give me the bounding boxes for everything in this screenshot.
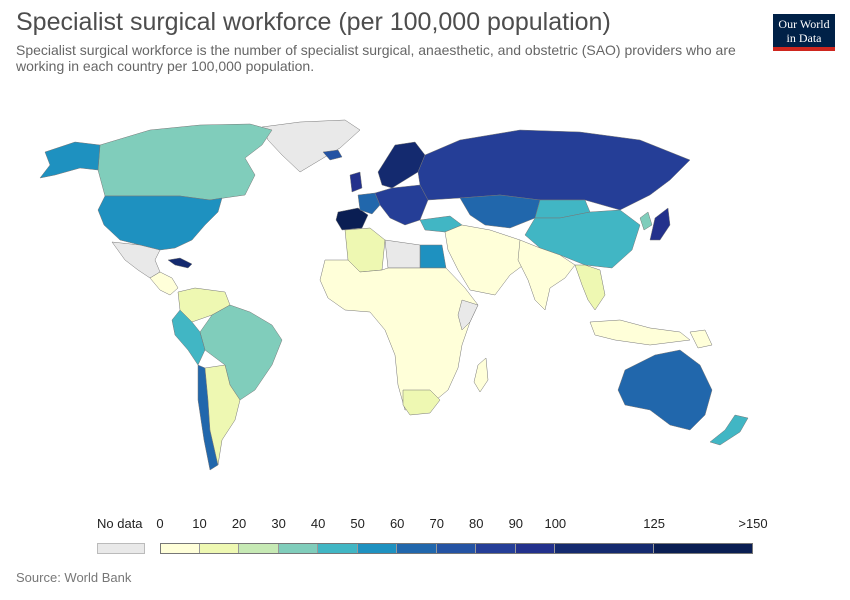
legend-bin-9[interactable] (515, 543, 556, 554)
legend-bin-4[interactable] (318, 543, 358, 554)
legend-tick-label: 80 (469, 516, 484, 531)
region-indonesia[interactable] (589, 319, 691, 346)
region-africa[interactable] (319, 259, 479, 411)
region-russia[interactable] (417, 129, 691, 211)
region-cuba[interactable] (167, 257, 193, 269)
region-france[interactable] (357, 192, 381, 215)
region-korea[interactable] (639, 211, 653, 231)
region-iceland[interactable] (322, 149, 343, 161)
region-papua-new-guinea[interactable] (689, 329, 713, 349)
legend-bin-10[interactable] (555, 543, 655, 554)
legend-tick-label: 0 (156, 516, 164, 531)
region-central-america[interactable] (149, 271, 179, 296)
legend-bin-11[interactable] (654, 543, 753, 554)
region-argentina[interactable] (204, 364, 241, 466)
legend-tick-label: 20 (231, 516, 247, 531)
legend-no-data-label: No data (97, 516, 143, 531)
legend-tick-label: 100 (544, 516, 567, 531)
region-united-states[interactable] (97, 195, 223, 251)
legend-tick-label: 90 (508, 516, 524, 531)
region-southeast-asia[interactable] (574, 264, 606, 311)
region-india[interactable] (517, 239, 576, 311)
region-united-kingdom[interactable] (349, 171, 363, 193)
region-greenland[interactable] (261, 119, 361, 173)
legend-bin-8[interactable] (476, 543, 516, 554)
legend-bin-3[interactable] (278, 543, 319, 554)
owid-logo[interactable]: Our World in Data (773, 14, 835, 51)
region-middle-east[interactable] (444, 224, 531, 296)
region-canada[interactable] (97, 123, 273, 201)
region-madagascar[interactable] (473, 357, 489, 393)
legend-bin-2[interactable] (239, 543, 279, 554)
chart-title: Specialist surgical workforce (per 100,0… (16, 8, 611, 36)
logo-line-2: in Data (786, 31, 822, 45)
legend-tick-label: 60 (389, 516, 405, 531)
region-china[interactable] (524, 209, 641, 269)
region-egypt[interactable] (419, 244, 447, 269)
region-central-asia[interactable] (459, 194, 541, 229)
source-note: Source: World Bank (16, 570, 132, 585)
legend-tick-label: 125 (643, 516, 666, 531)
legend-no-data-swatch (97, 543, 145, 554)
region-central-europe[interactable] (374, 184, 429, 226)
legend-bin-1[interactable] (199, 543, 240, 554)
region-libya[interactable] (384, 239, 421, 269)
chart-subtitle: Specialist surgical workforce is the num… (16, 42, 736, 74)
legend-tick-label: 70 (429, 516, 444, 531)
legend-bin-7[interactable] (436, 543, 477, 554)
legend-bin-0[interactable] (160, 543, 200, 554)
legend-tick-label: >150 (738, 516, 768, 531)
legend-tick-label: 10 (192, 516, 207, 531)
region-scandinavia[interactable] (377, 141, 426, 189)
logo-line-1: Our World (778, 17, 830, 31)
region-alaska[interactable] (39, 141, 101, 179)
region-new-zealand[interactable] (709, 414, 749, 446)
world-map[interactable] (0, 100, 850, 505)
legend-bin-6[interactable] (397, 543, 437, 554)
legend-tick-label: 40 (310, 516, 326, 531)
region-iberia[interactable] (335, 207, 369, 231)
region-south-africa[interactable] (402, 389, 441, 416)
region-australia[interactable] (617, 349, 713, 431)
region-japan[interactable] (649, 207, 671, 241)
legend-tick-label: 50 (350, 516, 365, 531)
legend-bin-5[interactable] (357, 543, 398, 554)
region-somalia[interactable] (457, 299, 479, 331)
legend-tick-label: 30 (271, 516, 286, 531)
